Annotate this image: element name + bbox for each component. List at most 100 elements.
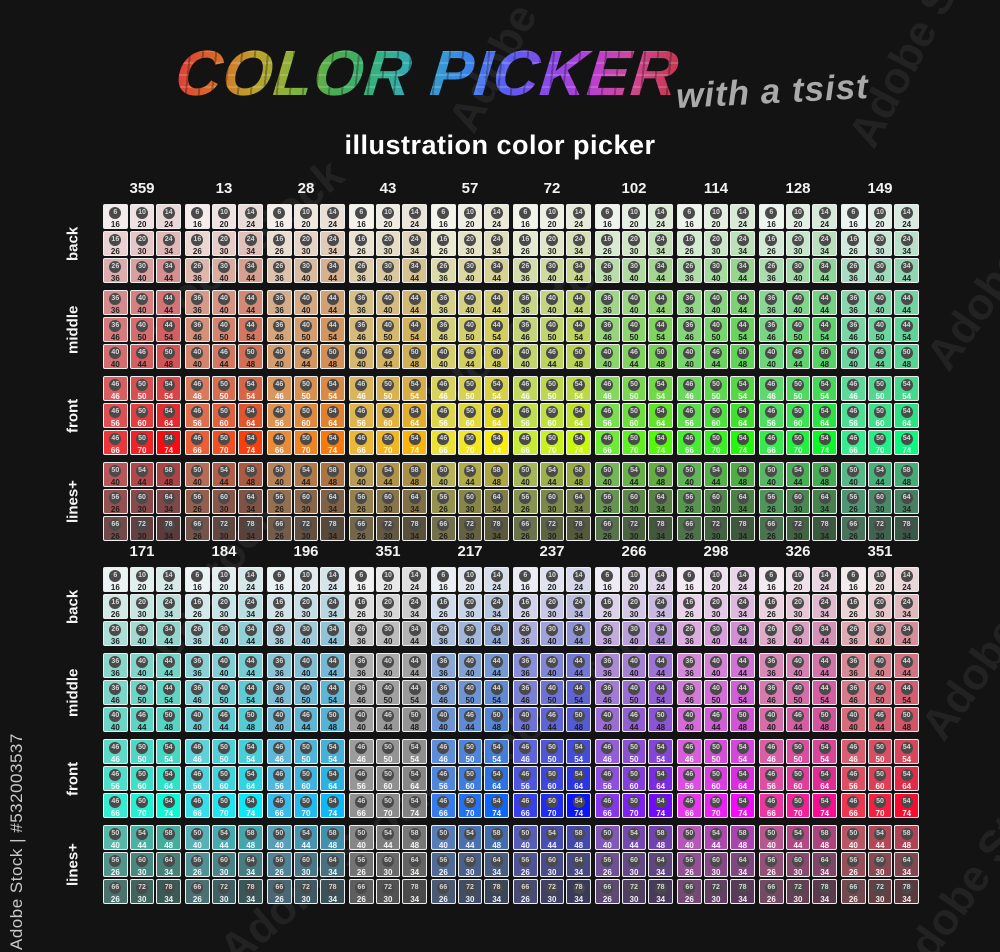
swatch-cell[interactable]: 16 26 — [349, 594, 374, 619]
swatch-cell[interactable]: 50 48 — [320, 707, 345, 732]
swatch-cell[interactable]: 54 44 — [129, 462, 155, 487]
swatch-cell[interactable]: 54 74 — [320, 430, 345, 455]
swatch-cell[interactable]: 54 44 — [867, 462, 893, 487]
swatch-cell[interactable]: 64 34 — [648, 489, 673, 514]
swatch-cell[interactable]: 50 40 — [349, 462, 374, 487]
swatch-cell[interactable]: 60 30 — [457, 852, 483, 877]
swatch-cell[interactable]: 58 48 — [730, 462, 755, 487]
swatch-cell[interactable]: 50 48 — [156, 344, 181, 369]
swatch-cell[interactable]: 20 30 — [703, 231, 729, 256]
swatch-cell[interactable]: 14 24 — [730, 567, 755, 592]
swatch-cell[interactable]: 40 40 — [759, 707, 784, 732]
swatch-cell[interactable]: 34 44 — [320, 258, 345, 283]
swatch-cell[interactable]: 20 30 — [211, 231, 237, 256]
swatch-cell[interactable]: 78 34 — [238, 516, 263, 541]
swatch-cell[interactable]: 36 36 — [677, 290, 702, 315]
swatch-cell[interactable]: 66 26 — [677, 516, 702, 541]
swatch-cell[interactable]: 50 50 — [375, 739, 401, 764]
swatch-cell[interactable]: 30 40 — [293, 621, 319, 646]
swatch-cell[interactable]: 54 64 — [484, 403, 509, 428]
swatch-cell[interactable]: 46 44 — [129, 707, 155, 732]
swatch-cell[interactable]: 10 20 — [457, 204, 483, 229]
swatch-cell[interactable]: 50 40 — [267, 462, 292, 487]
swatch-cell[interactable]: 54 54 — [894, 739, 919, 764]
swatch-cell[interactable]: 46 56 — [513, 403, 538, 428]
swatch-cell[interactable]: 50 60 — [621, 766, 647, 791]
swatch-cell[interactable]: 58 48 — [320, 462, 345, 487]
swatch-cell[interactable]: 46 44 — [375, 344, 401, 369]
swatch-cell[interactable]: 50 60 — [129, 403, 155, 428]
swatch-cell[interactable]: 64 34 — [238, 852, 263, 877]
swatch-cell[interactable]: 78 34 — [566, 516, 591, 541]
swatch-cell[interactable]: 44 54 — [566, 680, 591, 705]
swatch-cell[interactable]: 20 30 — [621, 231, 647, 256]
swatch-cell[interactable]: 10 20 — [539, 567, 565, 592]
swatch-cell[interactable]: 60 30 — [621, 489, 647, 514]
swatch-cell[interactable]: 46 56 — [677, 766, 702, 791]
swatch-cell[interactable]: 46 56 — [677, 403, 702, 428]
swatch-cell[interactable]: 16 26 — [595, 594, 620, 619]
swatch-cell[interactable]: 36 46 — [513, 680, 538, 705]
swatch-cell[interactable]: 50 50 — [867, 739, 893, 764]
swatch-cell[interactable]: 54 54 — [812, 739, 837, 764]
swatch-cell[interactable]: 10 20 — [129, 204, 155, 229]
swatch-cell[interactable]: 6 16 — [185, 204, 210, 229]
swatch-cell[interactable]: 50 50 — [621, 739, 647, 764]
swatch-cell[interactable]: 40 40 — [539, 653, 565, 678]
swatch-cell[interactable]: 46 56 — [349, 403, 374, 428]
swatch-cell[interactable]: 50 48 — [402, 707, 427, 732]
swatch-cell[interactable]: 46 46 — [431, 376, 456, 401]
swatch-cell[interactable]: 50 70 — [703, 793, 729, 818]
swatch-cell[interactable]: 46 56 — [513, 766, 538, 791]
swatch-cell[interactable]: 24 34 — [484, 594, 509, 619]
swatch-cell[interactable]: 54 74 — [730, 430, 755, 455]
swatch-cell[interactable]: 40 50 — [293, 317, 319, 342]
swatch-cell[interactable]: 14 24 — [648, 204, 673, 229]
swatch-cell[interactable]: 20 30 — [129, 231, 155, 256]
swatch-cell[interactable]: 58 48 — [566, 825, 591, 850]
swatch-cell[interactable]: 46 46 — [759, 739, 784, 764]
swatch-cell[interactable]: 16 26 — [677, 231, 702, 256]
swatch-cell[interactable]: 58 48 — [238, 462, 263, 487]
swatch-cell[interactable]: 44 44 — [484, 653, 509, 678]
swatch-cell[interactable]: 46 66 — [513, 793, 538, 818]
swatch-cell[interactable]: 54 54 — [238, 739, 263, 764]
swatch-cell[interactable]: 58 48 — [894, 825, 919, 850]
swatch-cell[interactable]: 50 48 — [156, 707, 181, 732]
swatch-cell[interactable]: 58 48 — [238, 825, 263, 850]
swatch-cell[interactable]: 72 30 — [211, 516, 237, 541]
swatch-cell[interactable]: 78 34 — [402, 516, 427, 541]
swatch-cell[interactable]: 60 30 — [375, 852, 401, 877]
swatch-cell[interactable]: 40 40 — [267, 707, 292, 732]
swatch-cell[interactable]: 46 46 — [431, 739, 456, 764]
swatch-cell[interactable]: 34 44 — [320, 621, 345, 646]
swatch-cell[interactable]: 16 26 — [759, 594, 784, 619]
swatch-cell[interactable]: 20 30 — [785, 594, 811, 619]
swatch-cell[interactable]: 44 54 — [730, 317, 755, 342]
swatch-cell[interactable]: 50 50 — [703, 739, 729, 764]
swatch-cell[interactable]: 24 34 — [812, 594, 837, 619]
swatch-cell[interactable]: 46 56 — [185, 766, 210, 791]
swatch-cell[interactable]: 40 40 — [703, 653, 729, 678]
swatch-cell[interactable]: 46 56 — [595, 403, 620, 428]
swatch-cell[interactable]: 60 30 — [457, 489, 483, 514]
swatch-cell[interactable]: 46 46 — [513, 376, 538, 401]
swatch-cell[interactable]: 46 66 — [431, 430, 456, 455]
swatch-cell[interactable]: 56 26 — [267, 489, 292, 514]
swatch-cell[interactable]: 14 24 — [812, 567, 837, 592]
swatch-cell[interactable]: 14 24 — [566, 204, 591, 229]
swatch-cell[interactable]: 34 44 — [156, 621, 181, 646]
swatch-cell[interactable]: 64 34 — [566, 489, 591, 514]
swatch-cell[interactable]: 44 54 — [730, 680, 755, 705]
swatch-cell[interactable]: 56 26 — [431, 489, 456, 514]
swatch-cell[interactable]: 72 30 — [375, 516, 401, 541]
swatch-cell[interactable]: 36 36 — [349, 653, 374, 678]
swatch-cell[interactable]: 36 36 — [759, 290, 784, 315]
swatch-cell[interactable]: 44 54 — [320, 317, 345, 342]
swatch-cell[interactable]: 24 34 — [894, 231, 919, 256]
swatch-cell[interactable]: 54 44 — [457, 462, 483, 487]
swatch-cell[interactable]: 26 36 — [267, 258, 292, 283]
swatch-cell[interactable]: 16 26 — [841, 231, 866, 256]
swatch-cell[interactable]: 54 64 — [648, 403, 673, 428]
swatch-cell[interactable]: 60 30 — [129, 852, 155, 877]
